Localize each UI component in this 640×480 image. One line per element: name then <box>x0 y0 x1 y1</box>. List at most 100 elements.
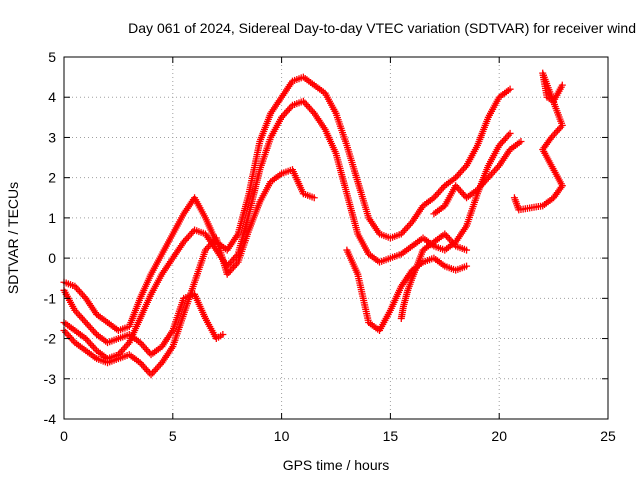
data-point <box>85 338 93 346</box>
data-point <box>551 130 559 138</box>
data-point <box>285 105 293 113</box>
data-point <box>90 343 98 351</box>
data-point <box>88 325 96 333</box>
data-point <box>66 333 74 341</box>
data-point <box>433 190 441 198</box>
data-point <box>86 340 94 348</box>
data-point <box>219 331 227 339</box>
data-point <box>282 108 290 116</box>
data-point <box>506 85 514 93</box>
y-tick-label: -3 <box>44 371 57 387</box>
data-point <box>90 327 98 335</box>
x-tick-label: 25 <box>600 428 616 444</box>
data-point <box>74 286 82 294</box>
data-point <box>558 81 566 89</box>
data-point <box>76 287 84 295</box>
data-point <box>74 310 82 318</box>
series-track-h <box>510 69 566 214</box>
data-point <box>489 168 497 176</box>
data-point <box>400 227 408 235</box>
data-point <box>456 187 464 195</box>
data-point <box>307 106 315 114</box>
data-point <box>463 246 471 254</box>
data-point <box>503 133 511 141</box>
series-track-e <box>343 246 471 335</box>
data-point <box>505 131 513 139</box>
data-point <box>68 335 76 343</box>
data-point <box>139 342 147 350</box>
data-point <box>82 318 90 326</box>
data-point <box>402 225 410 233</box>
data-point <box>183 235 191 243</box>
data-point <box>459 165 467 173</box>
y-tick-label: 4 <box>48 89 56 105</box>
data-point <box>77 313 85 321</box>
x-axis-label: GPS time / hours <box>283 457 390 473</box>
data-point <box>403 223 411 231</box>
data-point <box>491 167 499 175</box>
data-point <box>500 136 508 144</box>
series-track-f <box>397 230 471 322</box>
x-axis-ticks: 0 5 10 15 20 25 <box>60 57 616 444</box>
y-tick-label: -1 <box>44 290 57 306</box>
data-point <box>456 168 464 176</box>
y-tick-label: 0 <box>48 250 56 266</box>
x-tick-label: 20 <box>491 428 507 444</box>
y-axis-label: SDTVAR / TECUs <box>5 182 21 294</box>
x-tick-label: 10 <box>274 428 290 444</box>
data-point <box>149 369 157 377</box>
data-point <box>554 127 562 135</box>
y-tick-label: 3 <box>48 129 56 145</box>
data-point <box>147 371 155 379</box>
data-point <box>455 170 463 178</box>
series-track-g <box>430 137 525 218</box>
data-points <box>60 69 566 379</box>
data-point <box>438 185 446 193</box>
data-point <box>63 330 71 338</box>
data-point <box>552 128 560 136</box>
data-point <box>458 189 466 197</box>
data-point <box>506 129 514 137</box>
data-point <box>306 104 314 112</box>
series-track-c <box>60 166 318 379</box>
data-point <box>85 322 93 330</box>
data-point <box>281 110 289 118</box>
data-point <box>121 344 129 352</box>
data-point <box>435 189 443 197</box>
data-point <box>458 167 466 175</box>
data-point <box>498 138 506 146</box>
data-point <box>152 366 160 374</box>
data-point <box>79 315 87 323</box>
data-point <box>405 221 413 229</box>
y-tick-label: -2 <box>44 331 57 347</box>
data-point <box>86 324 94 332</box>
data-point <box>62 328 70 336</box>
data-point <box>436 187 444 195</box>
y-tick-label: 5 <box>48 49 56 65</box>
data-point <box>155 362 163 370</box>
data-point <box>442 232 450 240</box>
data-point <box>80 317 88 325</box>
data-point <box>79 291 87 299</box>
y-axis-ticks: -4 -3 -2 -1 0 1 2 3 4 5 <box>44 49 608 427</box>
data-point <box>186 231 194 239</box>
data-point <box>83 320 91 328</box>
data-point <box>122 342 130 350</box>
data-point <box>118 347 126 355</box>
data-point <box>463 262 471 270</box>
data-point <box>304 102 312 110</box>
data-point <box>153 364 161 372</box>
x-tick-label: 0 <box>60 428 68 444</box>
y-tick-label: 1 <box>48 210 56 226</box>
data-point <box>141 364 149 372</box>
data-point <box>455 185 463 193</box>
data-point <box>492 165 500 173</box>
data-point <box>142 345 150 353</box>
data-point <box>77 289 85 297</box>
x-tick-label: 15 <box>383 428 399 444</box>
chart-title: Day 061 of 2024, Sidereal Day-to-day VTE… <box>128 20 636 36</box>
data-point <box>501 135 509 143</box>
x-tick-label: 5 <box>169 428 177 444</box>
y-tick-label: -4 <box>44 411 57 427</box>
